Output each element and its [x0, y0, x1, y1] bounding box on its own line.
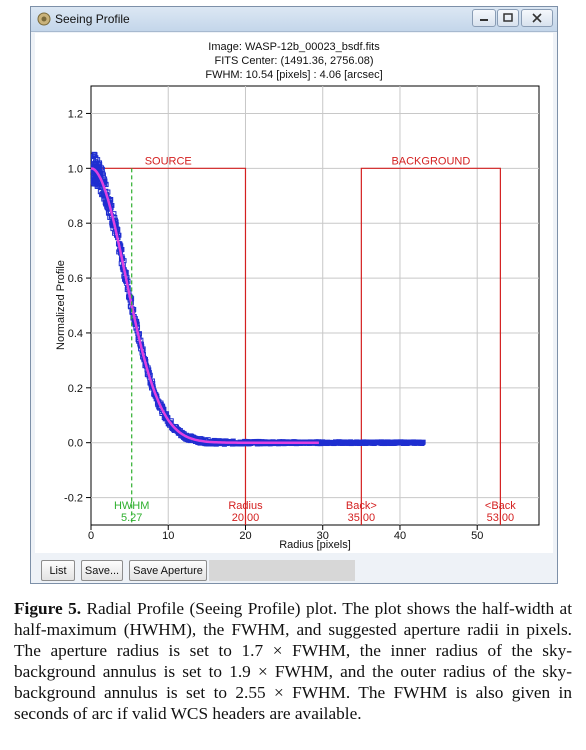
- region-label: SOURCE: [145, 155, 192, 167]
- x-tick-label: 20: [239, 530, 251, 542]
- caption-text: Radial Profile (Seeing Profile) plot. Th…: [14, 599, 573, 723]
- y-tick-label: 0.0: [68, 438, 83, 450]
- list-button[interactable]: List: [41, 560, 75, 581]
- y-tick-label: 0.4: [68, 328, 83, 340]
- y-tick-label: 0.2: [68, 383, 83, 395]
- y-axis-ticks: -0.2 0.0 0.2 0.4 0.6 0.8 1.0 1.2: [64, 108, 91, 505]
- window-title: Seeing Profile: [55, 12, 130, 26]
- maximize-button[interactable]: [497, 9, 519, 27]
- seeing-profile-chart: SOURCE BACKGROUND 0 10 20 30 40 50 -0.2 0.0 0.2 0…: [55, 85, 540, 551]
- marker-label: Back>: [346, 500, 377, 512]
- marker-value: 53.00: [487, 512, 515, 524]
- region-outline: [360, 167, 501, 525]
- minimize-icon: [480, 19, 488, 21]
- aperture-regions: SOURCE BACKGROUND: [91, 155, 501, 525]
- marker-label: Radius: [228, 500, 263, 512]
- grid-lines: [91, 86, 539, 525]
- plot-panel: Image: WASP-12b_00023_bsdf.fits FITS Cen…: [35, 33, 553, 553]
- x-tick-label: 30: [317, 530, 329, 542]
- close-icon: [532, 13, 542, 23]
- region-label: BACKGROUND: [391, 155, 470, 167]
- y-tick-label: 0.8: [68, 218, 83, 230]
- fit-curve-group: [90, 167, 319, 444]
- x-tick-label: 10: [162, 530, 174, 542]
- data-point: [419, 441, 425, 447]
- x-tick-label: 40: [394, 530, 406, 542]
- x-tick-label: 0: [88, 530, 94, 542]
- data-point: [420, 439, 426, 445]
- region-outline: [91, 167, 247, 525]
- y-tick-label: -0.2: [64, 493, 83, 505]
- minimize-button[interactable]: [472, 9, 496, 27]
- y-tick-label: 1.2: [68, 108, 83, 120]
- seeing-profile-window: Seeing Profile Image: WASP-12b_00023_bsd…: [30, 6, 558, 584]
- image-name: Image: WASP-12b_00023_bsdf.fits: [208, 41, 380, 53]
- y-tick-label: 0.6: [68, 273, 83, 285]
- title-bar: Seeing Profile: [31, 7, 557, 32]
- figure-caption: Figure 5. Radial Profile (Seeing Profile…: [14, 598, 572, 724]
- plot-area: [90, 85, 540, 526]
- marker-value: 35.00: [348, 512, 376, 524]
- data-point: [98, 165, 104, 171]
- app-icon: [37, 12, 51, 26]
- save-button[interactable]: Save...: [81, 560, 123, 581]
- marker-value: 20.00: [232, 512, 260, 524]
- y-tick-label: 1.0: [68, 163, 83, 175]
- fwhm-readout: FWHM: 10.54 [pixels] : 4.06 [arcsec]: [205, 69, 383, 81]
- status-field: [209, 560, 355, 581]
- maximize-icon: [503, 13, 513, 22]
- y-axis-label: Normalized Profile: [55, 260, 67, 350]
- button-bar: List Save... Save Aperture: [35, 558, 553, 582]
- fits-center: FITS Center: (1491.36, 2756.08): [214, 55, 374, 67]
- close-button[interactable]: [521, 9, 553, 27]
- fit-curve: [90, 167, 319, 444]
- caption-label: Figure 5.: [14, 599, 82, 618]
- data-point: [92, 152, 98, 158]
- x-axis-label: Radius [pixels]: [279, 539, 351, 551]
- x-tick-label: 50: [471, 530, 483, 542]
- marker-label: HWHM: [114, 500, 149, 512]
- marker-value: 5.27: [121, 512, 142, 524]
- marker-label: <Back: [485, 500, 516, 512]
- save-aperture-button[interactable]: Save Aperture: [129, 560, 207, 581]
- x-axis-ticks: 0 10 20 30 40 50: [88, 525, 483, 542]
